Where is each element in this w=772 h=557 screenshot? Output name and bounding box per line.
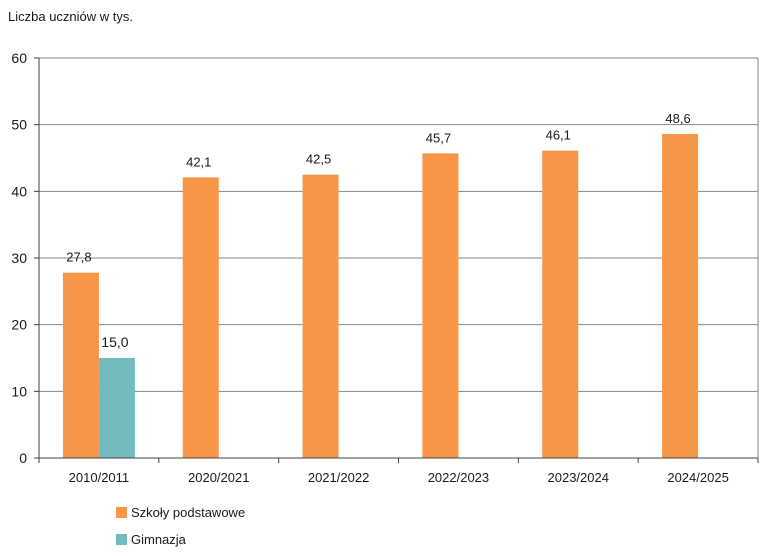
bar-szkoły-podstawowe-2024/2025	[662, 134, 699, 458]
data-label-szkoły-podstawowe-2023/2024: 46,1	[546, 128, 571, 143]
legend-item-szkoly-podstawowe: Szkoły podstawowe	[116, 503, 245, 521]
legend-label-szkoly-podstawowe: Szkoły podstawowe	[131, 504, 246, 520]
y-tick-label-10: 10	[11, 383, 27, 399]
x-tick-label-2020/2021: 2020/2021	[188, 470, 249, 485]
bar-szkoły-podstawowe-2020/2021	[182, 177, 219, 459]
x-tick-label-2022/2023: 2022/2023	[428, 470, 489, 485]
bar-chart: 0 10 20 30 40 50 60 27,8 42,1 42,5 45,7 46,1 48,6 15,…	[11, 50, 759, 485]
data-label-szkoły-podstawowe-2021/2022: 42,5	[306, 152, 331, 167]
legend: Szkoły podstawowe Gimnazja	[116, 503, 245, 557]
y-tick-label-50: 50	[11, 117, 27, 133]
data-label-szkoły-podstawowe-2010/2011: 27,8	[66, 250, 91, 265]
data-label-szkoły-podstawowe-2024/2025: 48,6	[665, 111, 690, 126]
x-tick-label-2023/2024: 2023/2024	[548, 470, 609, 485]
y-tick-label-30: 30	[11, 250, 27, 266]
bar-szkoły-podstawowe-2021/2022	[302, 174, 339, 458]
y-tick-label-40: 40	[11, 183, 27, 199]
y-tick-label-60: 60	[11, 50, 27, 66]
legend-swatch-szkoly-podstawowe	[116, 506, 127, 518]
bar-szkoły-podstawowe-2022/2023	[422, 153, 459, 459]
bar-gimnazja-2010/2011	[98, 358, 135, 458]
data-label-gimnazja-2010/2011: 15,0	[101, 334, 128, 350]
x-tick-label-2024/2025: 2024/2025	[667, 470, 728, 485]
x-tick-label-2021/2022: 2021/2022	[308, 470, 369, 485]
legend-label-gimnazja: Gimnazja	[131, 531, 186, 547]
bar-szkoły-podstawowe-2010/2011	[62, 272, 99, 458]
data-label-szkoły-podstawowe-2022/2023: 45,7	[426, 130, 451, 145]
data-label-szkoły-podstawowe-2020/2021: 42,1	[186, 154, 211, 169]
bar-szkoły-podstawowe-2023/2024	[542, 150, 579, 458]
legend-swatch-gimnazja	[116, 533, 127, 545]
y-tick-label-0: 0	[19, 450, 27, 466]
x-tick-label-2010/2011: 2010/2011	[69, 470, 130, 485]
y-axis-unit-label: Liczba uczniów w tys.	[8, 9, 133, 24]
legend-item-gimnazja: Gimnazja	[116, 530, 245, 548]
y-tick-label-20: 20	[11, 317, 27, 333]
